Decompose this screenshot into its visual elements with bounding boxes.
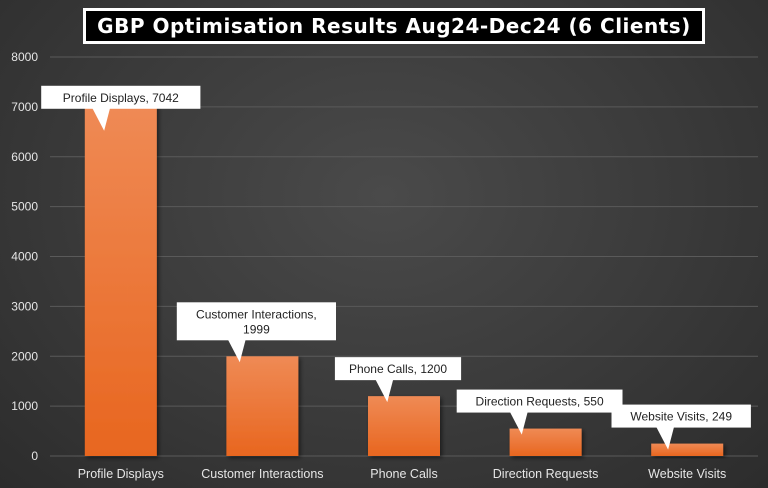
bar xyxy=(509,428,582,456)
x-category-label: Profile Displays xyxy=(78,467,164,481)
data-label-callout: Direction Requests, 550 xyxy=(456,389,623,435)
bar xyxy=(651,443,724,456)
y-tick-label: 8000 xyxy=(11,50,38,64)
x-category-label: Customer Interactions xyxy=(201,467,323,481)
data-label-text: Direction Requests, 550 xyxy=(476,395,604,409)
bar xyxy=(84,104,157,457)
data-label-text: Customer Interactions, xyxy=(196,307,317,321)
x-category-label: Direction Requests xyxy=(493,467,599,481)
y-tick-label: 2000 xyxy=(11,349,38,363)
y-tick-label: 3000 xyxy=(11,299,38,313)
bar xyxy=(226,356,299,456)
bar xyxy=(368,396,440,456)
data-label-text: 1999 xyxy=(243,322,270,336)
data-label-text: Phone Calls, 1200 xyxy=(349,362,447,376)
y-tick-label: 1000 xyxy=(11,399,38,413)
data-label-text: Website Visits, 249 xyxy=(630,410,732,424)
y-tick-label: 6000 xyxy=(11,150,38,164)
data-label-callout: Customer Interactions,1999 xyxy=(176,302,336,363)
data-label-callout: Phone Calls, 1200 xyxy=(334,357,462,403)
x-category-label: Website Visits xyxy=(648,467,726,481)
y-tick-label: 4000 xyxy=(11,250,38,264)
chart-title: GBP Optimisation Results Aug24-Dec24 (6 … xyxy=(83,8,705,44)
data-label-callout: Profile Displays, 7042 xyxy=(41,85,201,131)
data-label-text: Profile Displays, 7042 xyxy=(63,91,179,105)
y-tick-label: 7000 xyxy=(11,100,38,114)
data-label-callout: Website Visits, 249 xyxy=(611,404,751,450)
x-category-label: Phone Calls xyxy=(370,467,437,481)
y-tick-label: 0 xyxy=(31,449,38,463)
y-tick-label: 5000 xyxy=(11,200,38,214)
